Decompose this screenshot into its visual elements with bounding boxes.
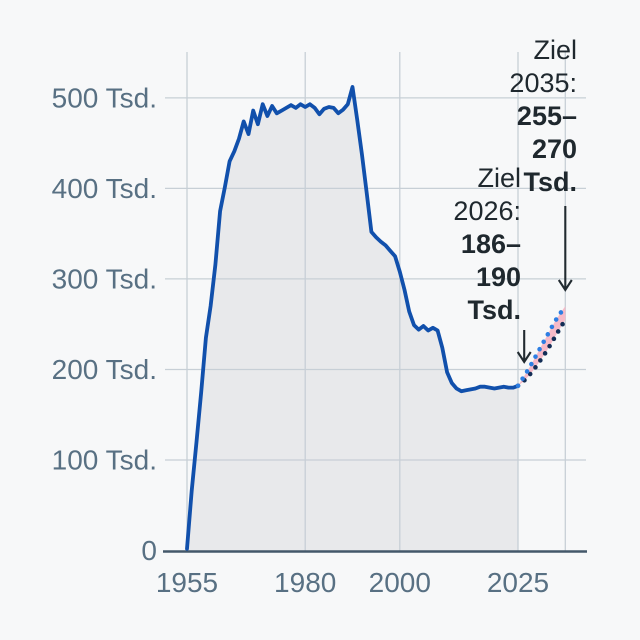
projection-lower-dotted-line (515, 317, 568, 389)
history-line (185, 85, 520, 551)
projection-layer (515, 303, 568, 389)
annotation-line: Ziel (477, 163, 521, 193)
x-axis-tick-label: 2025 (487, 567, 549, 598)
y-axis-tick-label: 400 Tsd. (52, 173, 157, 204)
y-axis-tick-label: 300 Tsd. (52, 263, 157, 294)
annotation-arrows-layer (516, 206, 573, 364)
y-axis-tick-label: 0 (141, 535, 157, 566)
x-axis-tick-label: 2000 (369, 567, 431, 598)
history-line-layer (185, 85, 520, 551)
y-axis-tick-label: 100 Tsd. (52, 445, 157, 476)
annotation-line: 255– (517, 101, 577, 131)
y-axis-tick-label: 500 Tsd. (52, 82, 157, 113)
annotation-line: 2035: (509, 68, 577, 98)
target-arrow-icon (557, 206, 573, 292)
annotation-line: 186– (461, 229, 521, 259)
target-arrow-icon (516, 330, 532, 364)
annotation-line: Ziel (533, 35, 577, 65)
annotation-line: 2026: (453, 196, 521, 226)
annotation-line: Tsd. (468, 295, 522, 325)
y-axis-tick-label: 200 Tsd. (52, 354, 157, 385)
gridlines-layer (165, 52, 586, 552)
area-fill (187, 87, 518, 552)
area-fill-layer (187, 87, 518, 552)
x-axis-tick-label: 1955 (156, 567, 218, 598)
annotation-line: Tsd. (524, 167, 578, 197)
projection-upper-dotted-line (515, 303, 568, 389)
axis-labels-layer: 0 100 Tsd. 200 Tsd. 300 Tsd. 400 Tsd. 500 Tsd… (52, 82, 549, 598)
annotation-line: 270 (532, 134, 577, 164)
annotation-line: 190 (476, 262, 521, 292)
x-axis-tick-label: 1980 (274, 567, 336, 598)
